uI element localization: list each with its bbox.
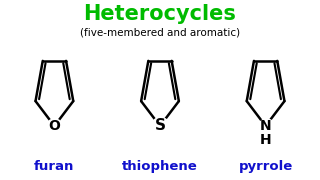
Text: H: H [260, 133, 271, 147]
Text: pyrrole: pyrrole [238, 160, 293, 173]
Text: N: N [260, 119, 271, 133]
Text: S: S [155, 118, 165, 134]
Text: O: O [48, 119, 60, 133]
Text: furan: furan [34, 160, 75, 173]
Text: (five-membered and aromatic): (five-membered and aromatic) [80, 28, 240, 38]
Text: Heterocycles: Heterocycles [84, 4, 236, 24]
Text: thiophene: thiophene [122, 160, 198, 173]
